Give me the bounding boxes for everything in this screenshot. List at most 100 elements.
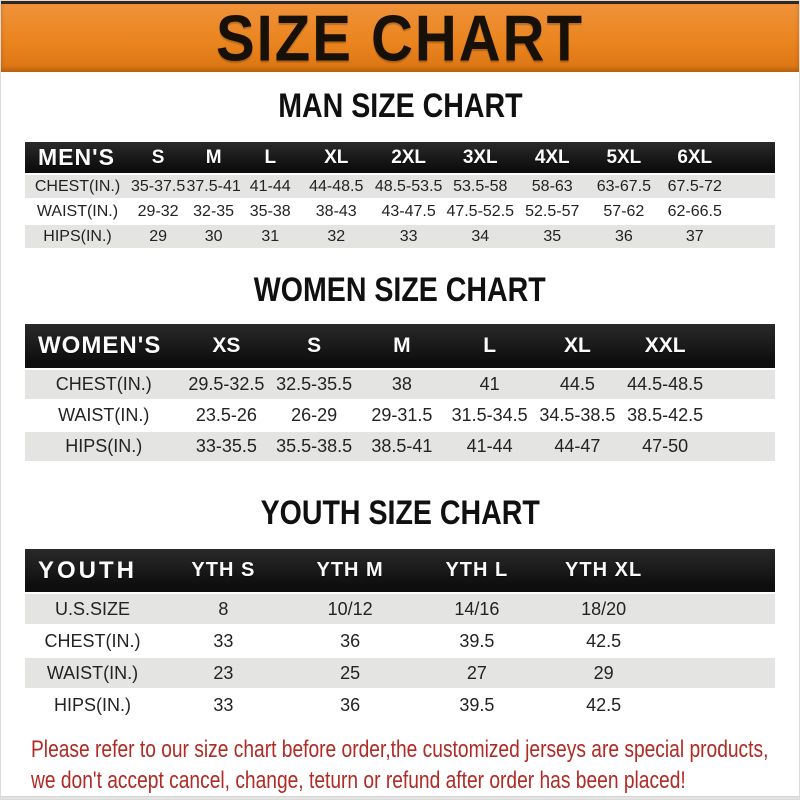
size-cell: 31.5-34.5 [451,405,528,425]
size-chart-banner: SIZE CHART [1,1,799,74]
size-cell: 44.5 [559,374,595,394]
size-cell: 27 [466,662,487,683]
table-row: U.S.SIZE 8 10/12 14/16 18/20 [25,594,775,624]
size-cell: 42.5 [586,694,622,715]
size-cell: 34 [471,227,490,245]
size-cell: 33 [213,630,234,651]
size-column-header: 3XL [444,142,517,173]
size-column-header: XXL [621,324,709,368]
table-row: CHEST(IN.) 29.5-32.5 32.5-35.5 38 41 44.5 44.5… [25,370,775,399]
table-label-header: WOMEN'S [25,324,183,368]
cell-filler [709,370,775,399]
size-cell: 37 [685,227,704,245]
size-cell: 29 [149,227,168,245]
header-filler [709,324,775,368]
header-filler [729,142,775,173]
size-column-header: 6XL [659,142,730,173]
table-label-header: MEN'S [25,142,130,173]
size-cell: 52.5-57 [525,202,580,220]
disclaimer-note: Please refer to our size chart before or… [1,734,799,796]
size-cell: 23.5-26 [195,405,257,425]
size-cell: 29-31.5 [371,405,433,425]
cell-filler [667,594,775,624]
size-cell: 39.5 [459,630,495,651]
size-cell: 10/12 [327,598,373,619]
size-column-header: S [270,324,358,368]
table-header-row: MEN'S S M L XL 2XL 3XL 4XL 5XL 6XL [25,142,775,173]
size-cell: 18/20 [581,598,627,619]
row-label: HIPS(IN.) [53,694,131,715]
size-cell: 30 [204,227,223,245]
table-row: CHEST(IN.) 35-37.5 37.5-41 41-44 44-48.5 48.5… [25,175,775,198]
size-cell: 57-62 [603,202,645,220]
size-cell: 38.5-42.5 [627,405,704,425]
size-cell: 62-66.5 [667,202,722,220]
row-label: WAIST(IN.) [46,662,139,683]
size-column-header: YTH M [286,549,414,592]
size-cell: 32.5-35.5 [276,374,353,394]
table-row: HIPS(IN.) 29 30 31 32 33 34 35 36 37 [25,225,775,248]
disclaimer-line-2: we don't accept cancel, change, teturn o… [31,767,686,794]
size-cell: 47.5-52.5 [446,202,515,220]
size-cell: 29.5-32.5 [188,374,265,394]
size-cell: 32-35 [193,202,235,220]
size-column-header: XS [182,324,271,368]
table-row: WAIST(IN.) 23.5-26 26-29 29-31.5 31.5-34.5 34… [25,401,775,430]
size-cell: 44.5-48.5 [627,374,704,394]
cell-filler [730,225,775,248]
row-label: CHEST(IN.) [44,630,141,651]
table-header-row: WOMEN'S XS S M L XL XXL [25,324,775,368]
table-row: HIPS(IN.) 33 36 39.5 42.5 [25,690,775,720]
size-column-header: M [186,142,241,173]
row-label: CHEST(IN.) [34,177,121,195]
cell-filler [730,175,775,198]
row-label: HIPS(IN.) [65,436,143,456]
size-cell: 35-38 [249,202,291,220]
cell-filler [667,658,775,688]
youth-size-table: YOUTH YTH S YTH M YTH L YTH XL U.S.SIZE 8 10/12… [25,547,775,722]
disclaimer-line-1: Please refer to our size chart before or… [31,736,769,763]
row-label: HIPS(IN.) [43,227,112,245]
size-cell: 44-48.5 [309,177,364,195]
size-cell: 53.5-58 [453,177,508,195]
table-row: WAIST(IN.) 29-32 32-35 35-38 38-43 43-47.5 47.… [25,200,775,223]
table-row: WAIST(IN.) 23 25 27 29 [25,658,775,688]
youth-size-chart-title: YOUTH SIZE CHART [260,494,540,532]
size-cell: 38 [391,374,412,394]
size-cell: 36 [340,694,361,715]
size-cell: 32 [327,227,346,245]
table-header-row: YOUTH YTH S YTH M YTH L YTH XL [25,549,775,592]
men-size-table: MEN'S S M L XL 2XL 3XL 4XL 5XL 6XL CHEST(IN.) 35-37… [25,140,775,250]
size-cell: 14/16 [454,598,500,619]
man-size-chart-title: MAN SIZE CHART [277,87,523,125]
size-cell: 41-44 [466,436,513,456]
size-column-header: 4XL [516,142,589,173]
table-row: HIPS(IN.) 33-35.5 35.5-38.5 38.5-41 41-44 44-… [25,432,775,461]
size-column-header: M [358,324,446,368]
row-label: CHEST(IN.) [55,374,152,394]
size-cell: 29-32 [137,202,179,220]
cell-filler [667,690,775,720]
size-column-header: XL [299,142,373,173]
size-cell: 36 [340,630,361,651]
size-cell: 29 [593,662,614,683]
size-column-header: 5XL [588,142,660,173]
size-cell: 58-63 [531,177,573,195]
size-column-header: XL [533,324,622,368]
size-column-header: YTH L [413,549,541,592]
size-column-header: L [445,324,534,368]
size-column-header: YTH S [159,549,287,592]
bottom-edge-strip [1,796,799,799]
size-cell: 47-50 [642,436,689,456]
size-column-header: 2XL [373,142,445,173]
size-cell: 41-44 [249,177,291,195]
size-cell: 36 [614,227,633,245]
cell-filler [709,432,775,461]
size-cell: 26-29 [291,405,338,425]
size-cell: 44-47 [554,436,601,456]
size-cell: 38-43 [315,202,357,220]
size-cell: 38.5-41 [371,436,433,456]
size-column-header: L [241,142,300,173]
size-cell: 42.5 [586,630,622,651]
